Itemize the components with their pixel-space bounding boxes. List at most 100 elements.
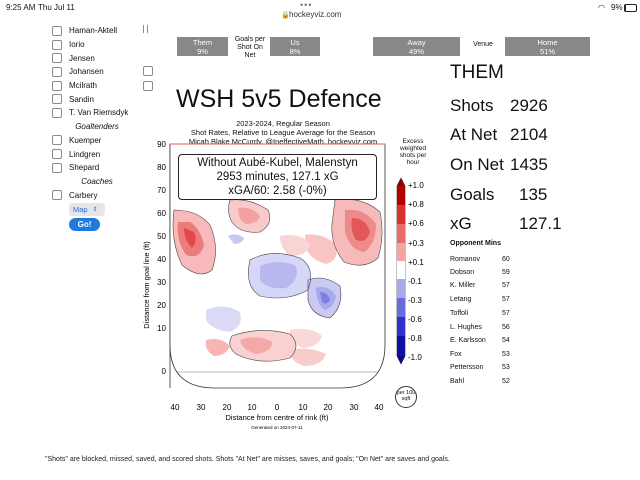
stat-label: On Net xyxy=(450,155,504,174)
roster-name: L. Hughes xyxy=(450,324,482,331)
goalie-row[interactable]: Kuemper xyxy=(52,134,152,148)
colorbar-tick: +0.6 xyxy=(408,219,424,228)
tab-pct: 8% xyxy=(289,47,301,56)
roster-mins: 54 xyxy=(502,337,510,344)
y-axis-label: Distance from goal line (ft) xyxy=(142,241,151,329)
checkbox[interactable] xyxy=(52,66,62,77)
coaches-header: Coaches xyxy=(81,176,113,186)
x-tick-label: 10 xyxy=(248,403,257,412)
roster-name: Letang xyxy=(450,296,472,303)
roster-row: Toffoli 57 xyxy=(450,310,512,317)
tab-home[interactable]: Home 51% xyxy=(505,37,590,56)
colorbar-label: Excess weighted shots per hour xyxy=(399,138,427,166)
checkbox[interactable] xyxy=(143,66,153,76)
checkbox[interactable] xyxy=(52,80,62,91)
colorbar-ticks: +1.0 +0.8 +0.6 +0.3 +0.1 -0.1 -0.3 -0.6 … xyxy=(408,181,424,362)
battery-percent: 9% xyxy=(611,3,623,12)
goalie-name: Shepard xyxy=(69,163,100,173)
x-tick-label: 10 xyxy=(299,403,308,412)
rink-boards xyxy=(169,143,386,389)
player-name: Sandin xyxy=(69,94,94,104)
colorbar-tick: +0.8 xyxy=(408,200,424,209)
checkbox[interactable] xyxy=(52,94,62,105)
stat-value: 135 xyxy=(519,185,548,204)
stat-value: 2926 xyxy=(510,96,548,115)
y-tick-label: 40 xyxy=(157,255,166,264)
colorbar-swatch xyxy=(397,224,405,243)
checkbox[interactable] xyxy=(52,107,62,118)
multitask-dots-icon[interactable]: ••• xyxy=(300,0,313,10)
list-divider xyxy=(147,25,149,33)
roster-mins: 57 xyxy=(502,310,510,317)
stat-label: At Net xyxy=(450,125,498,144)
goals-per-shot-label: Goals per Shot On Net xyxy=(234,36,266,59)
rink-heatmap: 90 80 70 60 50 40 30 20 10 0 40 30 20 10… xyxy=(142,140,386,430)
coach-row[interactable]: Carbery xyxy=(52,188,152,202)
roster-row: Letang 57 xyxy=(450,296,512,303)
tab-them[interactable]: Them 9% xyxy=(177,37,228,56)
x-tick-label: 30 xyxy=(350,403,359,412)
checkbox[interactable] xyxy=(143,81,153,91)
tab-pct: 51% xyxy=(539,47,555,56)
roster-name: Toffoli xyxy=(450,310,469,317)
goaltenders-header: Goaltenders xyxy=(75,122,119,132)
player-row[interactable]: Haman-Aktell xyxy=(52,24,152,38)
player-row[interactable]: Johansen xyxy=(52,65,152,79)
x-ticks: 40 30 20 10 0 10 20 30 40 xyxy=(171,403,384,412)
colorbar-cap-top xyxy=(397,178,405,186)
player-row[interactable]: T. Van Riemsdyk xyxy=(52,106,152,120)
colorbar-tick: -0.8 xyxy=(408,334,422,343)
tab-label: Us xyxy=(290,38,300,47)
player-row[interactable]: Mcilrath xyxy=(52,79,152,93)
coach-name: Carbery xyxy=(69,190,98,200)
status-bar: 9:25 AM Thu Jul 11 ••• 🔒 hockeyviz.com ◠… xyxy=(0,0,640,22)
colorbar: +1.0 +0.8 +0.6 +0.3 +0.1 -0.1 -0.3 -0.6 … xyxy=(396,177,424,365)
roster-row: Dobson 59 xyxy=(450,269,512,276)
checkbox[interactable] xyxy=(52,53,62,64)
battery-icon xyxy=(624,4,637,12)
tab-label: Them xyxy=(192,38,213,47)
roster-name: Romanov xyxy=(450,256,480,263)
y-tick-label: 50 xyxy=(157,232,166,241)
checkbox[interactable] xyxy=(52,25,62,36)
roster-row: L. Hughes 56 xyxy=(450,324,512,331)
checkbox[interactable] xyxy=(52,135,62,146)
checkbox[interactable] xyxy=(52,39,62,50)
url-label[interactable]: hockeyviz.com xyxy=(289,10,342,19)
tab-pct: 9% xyxy=(197,47,208,56)
colorbar-swatch xyxy=(397,336,405,356)
roster-mins: 57 xyxy=(502,282,510,289)
goalie-row[interactable]: Lindgren xyxy=(52,147,152,161)
x-tick-label: 30 xyxy=(197,403,206,412)
lock-icon: 🔒 xyxy=(281,12,290,19)
roster-mins: 59 xyxy=(502,269,510,276)
y-tick-label: 60 xyxy=(157,209,166,218)
stats-title: THEM xyxy=(450,62,504,83)
roster-name: Pettersson xyxy=(450,364,484,371)
roster-mins: 60 xyxy=(502,256,510,263)
go-button[interactable]: Go! xyxy=(69,218,100,231)
player-row[interactable]: Iorio xyxy=(52,38,152,52)
tab-us[interactable]: Us 8% xyxy=(270,37,320,56)
player-row[interactable]: Jensen xyxy=(52,51,152,65)
roster-mins: 57 xyxy=(502,296,510,303)
checkbox[interactable] xyxy=(52,162,62,173)
checkbox[interactable] xyxy=(52,190,62,201)
checkbox[interactable] xyxy=(52,149,62,160)
chart-subtitle: Shot Rates, Relative to League Average f… xyxy=(190,128,376,137)
tab-away[interactable]: Away 49% xyxy=(373,37,460,56)
map-select[interactable]: Map ⇕ xyxy=(69,203,105,216)
colorbar-tick: -0.3 xyxy=(408,296,422,305)
x-tick-label: 0 xyxy=(275,403,280,412)
stat-label: Shots xyxy=(450,96,494,115)
roster-row: K. Miller 57 xyxy=(450,282,512,289)
player-row[interactable]: Sandin xyxy=(52,92,152,106)
roster-row: Pettersson 53 xyxy=(450,364,512,371)
colorbar-swatch xyxy=(397,243,405,261)
venue-label: Venue xyxy=(473,41,493,48)
goalie-row[interactable]: Shepard xyxy=(52,161,152,175)
player-name: Haman-Aktell xyxy=(69,26,118,36)
colorbar-cap-bottom xyxy=(397,356,405,364)
roster-mins: 56 xyxy=(502,324,510,331)
x-tick-label: 40 xyxy=(171,403,180,412)
